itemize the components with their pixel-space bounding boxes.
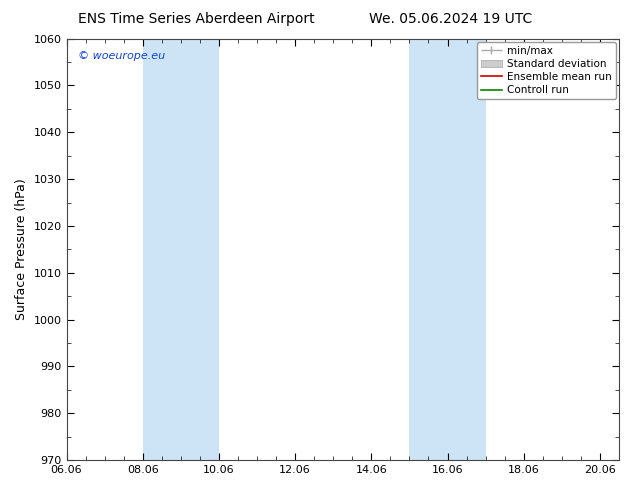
Text: ENS Time Series Aberdeen Airport: ENS Time Series Aberdeen Airport [78, 12, 315, 26]
Bar [410, 39, 486, 460]
Text: We. 05.06.2024 19 UTC: We. 05.06.2024 19 UTC [368, 12, 532, 26]
Bar [143, 39, 219, 460]
Legend: min/max, Standard deviation, Ensemble mean run, Controll run: min/max, Standard deviation, Ensemble me… [477, 42, 616, 99]
Y-axis label: Surface Pressure (hPa): Surface Pressure (hPa) [15, 178, 28, 320]
Text: © woeurope.eu: © woeurope.eu [77, 51, 165, 61]
